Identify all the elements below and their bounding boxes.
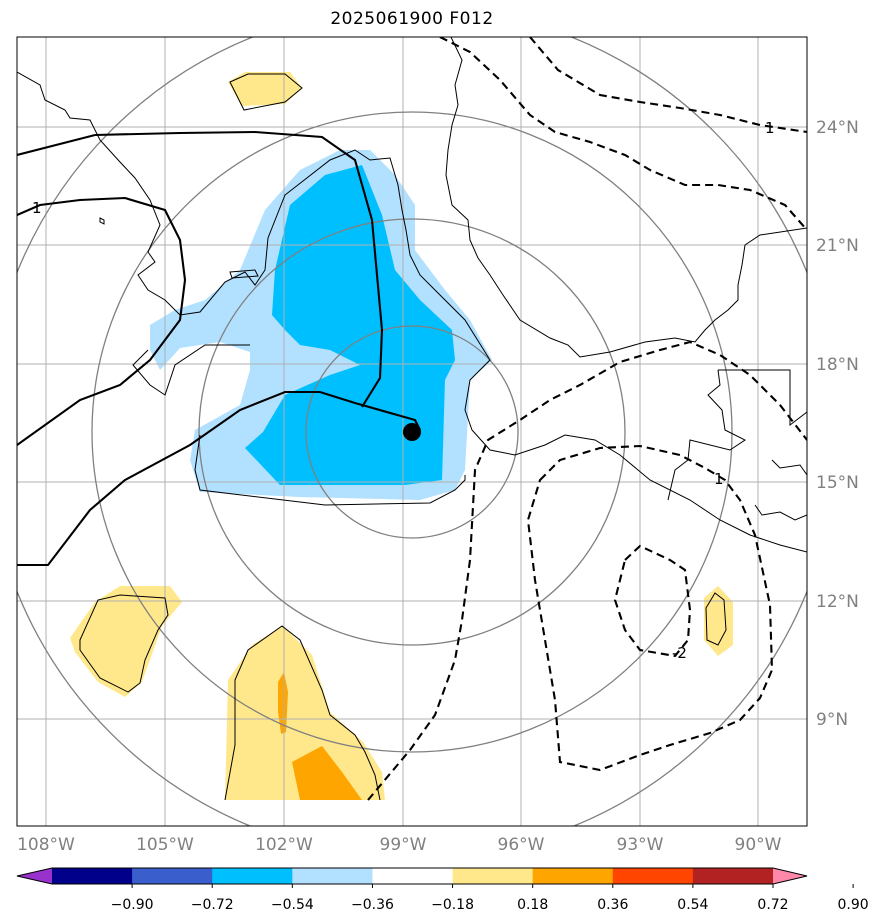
yellow-region-south [225, 626, 385, 800]
lon-label: 93°W [617, 835, 664, 855]
colorbar-tick-label: 0.90 [838, 897, 869, 913]
latitude-labels: 24°N 21°N 18°N 15°N 12°N 9°N [816, 118, 859, 730]
lat-label: 18°N [816, 355, 859, 375]
range-rings [17, 37, 807, 826]
lon-label: 105°W [136, 835, 194, 855]
lon-label: 99°W [380, 835, 427, 855]
contour-label-4: -2 [672, 644, 687, 662]
yellow-region-southwest [70, 586, 182, 697]
colorbar-tick-label: 0.54 [677, 897, 708, 913]
lon-label: 108°W [17, 835, 75, 855]
colorbar-tick-label: −0.36 [351, 897, 394, 913]
colorbar-segment [612, 868, 694, 884]
colorbar-tick-label: −0.72 [191, 897, 234, 913]
colorbar-segment [132, 868, 213, 884]
colorbar-segment [212, 868, 293, 884]
colorbar-tick-label: −0.54 [271, 897, 314, 913]
storm-center-marker [403, 423, 421, 441]
map-frame [16, 36, 808, 827]
dashed-contours [367, 37, 807, 801]
lon-label: 102°W [255, 835, 313, 855]
longitude-labels: 108°W 105°W 102°W 99°W 96°W 93°W 90°W [17, 835, 782, 855]
colorbar-segment [372, 868, 454, 884]
anomaly-fills [70, 72, 733, 800]
solid-contours [17, 130, 421, 567]
map-area: 1 1 1 -2 [17, 37, 807, 826]
lat-label: 15°N [816, 473, 859, 493]
colorbar: −0.90 −0.72 −0.54 −0.36 −0.18 0.18 0.36 0.54 0.7… [16, 867, 869, 913]
graticule [17, 37, 807, 826]
colorbar-tick-label: 0.72 [757, 897, 788, 913]
lat-label: 9°N [816, 710, 848, 730]
yellow-region-east [704, 586, 733, 656]
colorbar-segment [292, 868, 373, 884]
colorbar-segment [692, 868, 774, 884]
lon-label: 96°W [498, 835, 545, 855]
colorbar-tick-label: 0.36 [597, 897, 628, 913]
colorbar-tick-label: −0.18 [431, 897, 474, 913]
contour-label-2: 1 [32, 199, 42, 217]
lon-label: 90°W [735, 835, 782, 855]
colorbar-segment [532, 868, 614, 884]
colorbar-extend-max [773, 868, 807, 884]
contour-label-1: 1 [765, 119, 775, 137]
orange-region-south [292, 746, 362, 800]
contour-label-3: 1 [714, 470, 724, 488]
coastlines [17, 37, 807, 801]
lat-label: 21°N [816, 236, 859, 256]
colorbar-segment [52, 868, 133, 884]
plot-title: 2025061900 F012 [330, 9, 494, 29]
lat-label: 12°N [816, 592, 859, 612]
colorbar-segment [452, 868, 534, 884]
colorbar-extend-min [17, 868, 52, 884]
lat-label: 24°N [816, 118, 859, 138]
colorbar-outline [16, 867, 808, 885]
colorbar-tick-label: −0.90 [111, 897, 154, 913]
colorbar-tick-label: 0.18 [517, 897, 548, 913]
